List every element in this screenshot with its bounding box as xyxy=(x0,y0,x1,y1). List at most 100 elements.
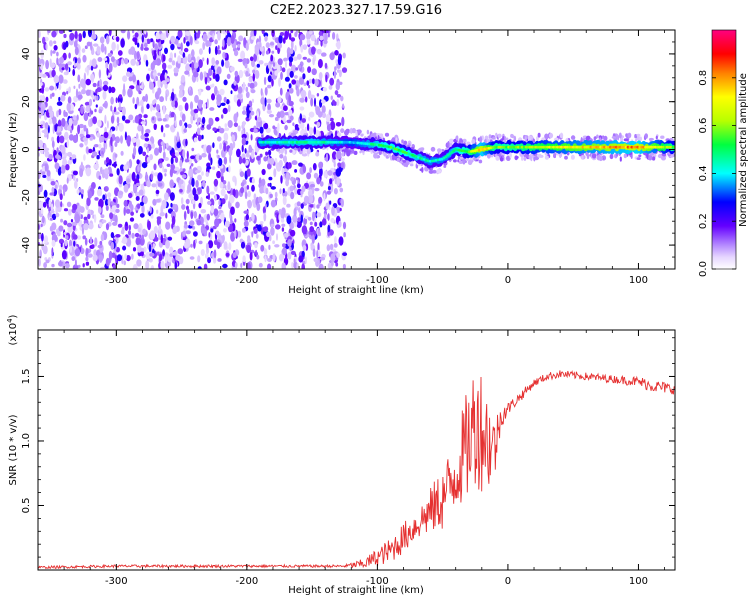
signal-halo xyxy=(570,135,576,140)
noise-speckle xyxy=(246,185,250,190)
noise-speckle xyxy=(203,263,208,269)
noise-speckle xyxy=(51,140,55,148)
noise-speckle xyxy=(154,147,159,156)
noise-speckle xyxy=(176,43,182,47)
noise-speckle xyxy=(123,57,129,65)
noise-speckle xyxy=(214,218,220,228)
noise-speckle xyxy=(205,40,210,47)
noise-speckle xyxy=(309,221,313,226)
noise-speckle xyxy=(163,234,167,238)
signal-halo xyxy=(430,146,436,152)
noise-speckle xyxy=(217,154,220,160)
noise-speckle xyxy=(125,255,131,262)
noise-speckle xyxy=(134,39,138,46)
noise-speckle xyxy=(106,120,109,129)
noise-speckle xyxy=(62,79,68,84)
noise-speckle xyxy=(326,244,331,252)
noise-speckle xyxy=(61,250,67,260)
noise-speckle xyxy=(246,244,252,254)
noise-speckle xyxy=(45,43,48,50)
noise-speckle xyxy=(281,227,285,232)
noise-speckle xyxy=(289,70,294,78)
noise-speckle xyxy=(184,70,190,75)
noise-speckle xyxy=(69,245,73,253)
signal-halo xyxy=(509,152,512,159)
noise-speckle xyxy=(151,143,155,149)
noise-speckle xyxy=(121,106,126,116)
signal-track-core xyxy=(552,145,555,149)
noise-speckle xyxy=(275,102,281,108)
noise-speckle xyxy=(215,230,220,236)
signal-track-core xyxy=(293,140,297,144)
noise-speckle xyxy=(108,30,112,37)
signal-halo xyxy=(639,136,642,142)
noise-speckle xyxy=(45,259,50,264)
noise-speckle xyxy=(223,156,228,165)
noise-speckle xyxy=(146,38,151,44)
noise-speckle xyxy=(150,214,154,219)
noise-speckle xyxy=(50,62,56,69)
noise-speckle xyxy=(250,110,255,116)
colorbar-ticks: 0.0 0.2 0.4 0.6 0.8 xyxy=(698,70,736,277)
noise-speckle xyxy=(135,182,141,187)
noise-speckle xyxy=(163,132,166,138)
noise-speckle xyxy=(184,158,190,163)
noise-speckle xyxy=(191,49,195,58)
signal-halo xyxy=(403,161,408,167)
noise-speckle xyxy=(323,30,330,34)
noise-speckle xyxy=(317,242,320,252)
signal-track-core xyxy=(607,145,610,149)
signal-track-core xyxy=(575,145,579,149)
noise-speckle xyxy=(339,238,343,243)
noise-speckle xyxy=(150,265,155,269)
noise-speckle xyxy=(288,61,293,67)
noise-speckle xyxy=(241,137,246,146)
noise-speckle xyxy=(200,100,204,105)
signal-track-core xyxy=(272,140,275,144)
noise-speckle xyxy=(188,193,192,199)
signal-track-core xyxy=(538,145,542,149)
noise-speckle xyxy=(207,257,212,264)
noise-speckle xyxy=(82,30,86,39)
noise-speckle xyxy=(83,223,89,231)
noise-speckle xyxy=(44,163,48,172)
noise-speckle xyxy=(202,180,206,188)
noise-speckle xyxy=(145,59,149,67)
noise-speckle xyxy=(88,98,93,107)
noise-speckle xyxy=(257,224,262,232)
noise-speckle xyxy=(251,184,255,192)
noise-speckle xyxy=(203,144,208,154)
noise-speckle xyxy=(147,220,152,231)
noise-speckle xyxy=(121,58,124,65)
noise-speckle xyxy=(103,147,106,153)
spectrogram-signal-track xyxy=(256,135,675,169)
noise-speckle xyxy=(98,109,103,114)
noise-speckle xyxy=(163,168,168,173)
noise-speckle xyxy=(251,231,254,238)
noise-speckle xyxy=(284,124,288,131)
signal-halo xyxy=(537,153,542,158)
noise-speckle xyxy=(69,32,75,41)
noise-speckle xyxy=(223,142,227,152)
noise-speckle xyxy=(165,142,169,149)
noise-speckle xyxy=(152,117,155,121)
noise-speckle xyxy=(294,75,298,79)
noise-speckle xyxy=(221,114,224,119)
noise-speckle xyxy=(133,184,138,194)
noise-speckle xyxy=(77,264,81,268)
noise-speckle xyxy=(116,43,120,51)
noise-speckle xyxy=(233,94,238,103)
noise-speckle xyxy=(49,40,53,47)
noise-speckle xyxy=(219,127,225,134)
noise-speckle xyxy=(102,90,107,100)
noise-speckle xyxy=(312,163,317,171)
noise-speckle xyxy=(123,260,126,266)
noise-speckle xyxy=(48,118,53,125)
noise-speckle xyxy=(244,184,248,194)
noise-speckle xyxy=(210,228,214,233)
noise-speckle xyxy=(128,76,133,82)
noise-speckle xyxy=(325,202,329,210)
signal-track-core xyxy=(305,140,309,144)
noise-speckle xyxy=(115,208,120,213)
noise-speckle xyxy=(255,233,259,239)
